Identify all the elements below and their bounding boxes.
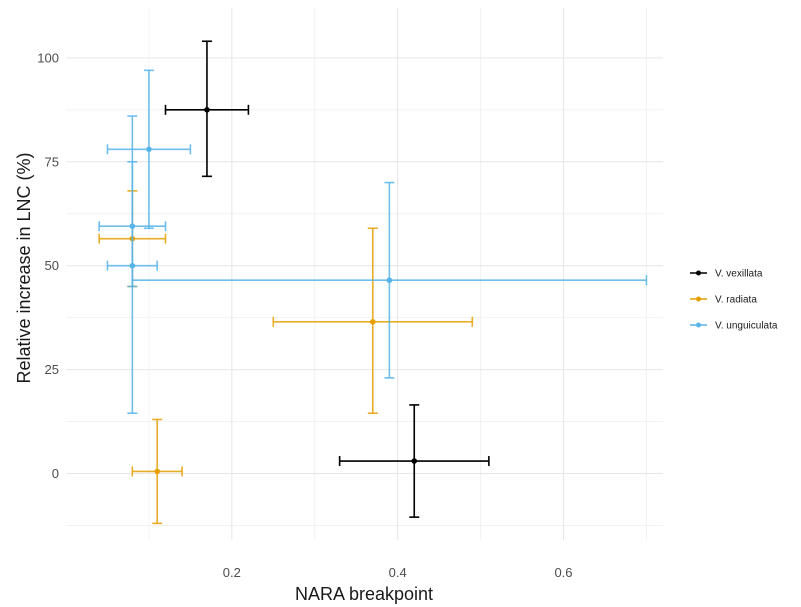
grid-layer <box>66 8 663 540</box>
series-v-vexillata <box>164 40 490 518</box>
legend: V. vexillata V. radiata V. unguiculata <box>690 269 778 332</box>
data-point <box>204 107 210 113</box>
legend-label: V. radiata <box>715 295 757 306</box>
y-tick-label: 50 <box>45 258 59 273</box>
x-tick-label: 0.4 <box>389 565 407 580</box>
legend-item: V. unguiculata <box>690 321 778 332</box>
data-point <box>146 146 152 153</box>
data-point <box>129 262 136 269</box>
y-tick-label: 75 <box>45 154 59 169</box>
x-axis-title: NARA breakpoint <box>295 584 433 604</box>
y-axis-title: Relative increase in LNC (%) <box>14 152 34 383</box>
x-tick-label: 0.6 <box>554 565 572 580</box>
legend-key-point <box>696 270 701 276</box>
legend-key-point <box>696 322 701 328</box>
legend-label: V. unguiculata <box>715 321 778 332</box>
legend-item: V. radiata <box>690 295 757 306</box>
legend-key-point <box>696 296 701 302</box>
legend-item: V. vexillata <box>690 269 763 280</box>
y-tick-label: 100 <box>37 50 59 65</box>
y-tick-label: 0 <box>52 466 59 481</box>
legend-label: V. vexillata <box>715 269 763 280</box>
series-v-unguiculata <box>98 69 648 415</box>
data-point <box>411 458 418 464</box>
data-point <box>369 318 376 325</box>
series-layer <box>98 40 648 525</box>
x-tick-label: 0.2 <box>223 565 241 580</box>
y-tick-label: 25 <box>45 362 59 377</box>
data-point <box>386 277 393 284</box>
data-point <box>154 468 161 475</box>
tick-label-layer: 0 25 50 75 100 0.2 0.4 0.6 <box>37 50 572 580</box>
